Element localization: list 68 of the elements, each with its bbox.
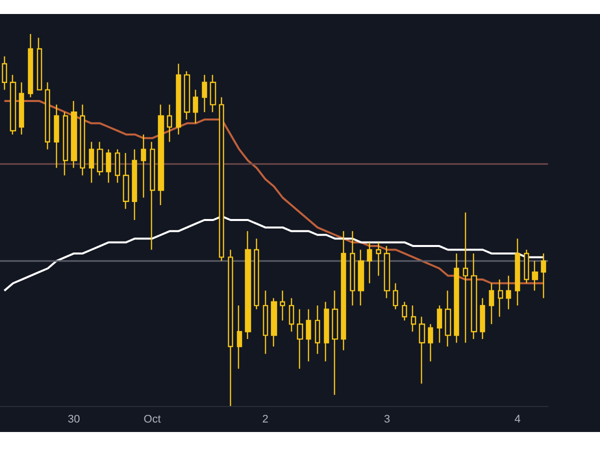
candlestick — [10, 74, 16, 136]
candlestick — [2, 56, 8, 90]
candlestick — [376, 242, 382, 276]
candlestick — [358, 249, 364, 306]
candlestick — [366, 242, 372, 284]
candlestick — [44, 82, 50, 150]
candlestick — [262, 290, 268, 355]
candlestick — [140, 134, 146, 198]
candlestick — [228, 249, 234, 407]
candlestick — [314, 304, 320, 355]
candlestick — [296, 308, 304, 370]
candlestick — [402, 301, 408, 322]
x-tick-label: 3 — [384, 414, 390, 426]
candlestick — [506, 275, 512, 310]
candlestick — [418, 316, 426, 384]
candlestick — [18, 82, 24, 136]
candlestick — [392, 282, 398, 310]
candlestick — [288, 298, 294, 332]
candlestick — [498, 278, 504, 318]
candlestick — [28, 33, 34, 98]
candlestick — [218, 96, 224, 262]
x-tick-label: 2 — [262, 414, 268, 426]
candlestick — [350, 230, 356, 306]
candlestick — [340, 230, 346, 351]
candlestick — [70, 100, 78, 169]
candlestick — [132, 148, 138, 221]
candlestick — [480, 298, 486, 340]
candlestick — [270, 298, 278, 348]
candlestick — [62, 112, 68, 176]
candlestick — [122, 152, 130, 210]
candlestick — [150, 141, 156, 250]
candlestick — [324, 301, 330, 362]
candlestick — [444, 290, 452, 348]
candlestick — [106, 148, 112, 184]
candlestick — [470, 252, 478, 340]
x-tick-label: Oct — [144, 414, 161, 426]
candlestick — [202, 74, 208, 113]
candlestick — [514, 238, 520, 306]
candlestick — [36, 37, 42, 90]
candlestick — [436, 304, 442, 344]
candlestick — [96, 141, 104, 176]
candlestick — [532, 260, 538, 292]
candlestick — [244, 230, 252, 340]
candlestick — [236, 304, 242, 370]
candlestick — [280, 290, 286, 322]
candlestick — [254, 238, 260, 310]
candlestick — [462, 212, 468, 344]
candlestick — [384, 245, 390, 299]
candlestick — [80, 104, 86, 176]
candlestick — [192, 89, 198, 124]
candlestick — [114, 148, 120, 184]
candlestick — [158, 104, 164, 206]
candlestick — [184, 70, 190, 120]
x-tick-label: 30 — [68, 414, 80, 426]
candlestick — [410, 304, 416, 332]
candlestick — [524, 249, 530, 284]
x-tick-label: 4 — [514, 414, 521, 426]
candlestick — [454, 252, 460, 344]
candlestick — [166, 104, 172, 142]
candlestick — [176, 63, 182, 136]
candlestick — [210, 74, 216, 113]
candlestick — [540, 252, 546, 299]
candlestick — [488, 282, 494, 325]
candlestick — [306, 308, 312, 362]
candlestick — [88, 141, 94, 184]
candlestick — [332, 290, 338, 396]
candlestick — [428, 324, 434, 362]
candlestick — [54, 104, 60, 169]
